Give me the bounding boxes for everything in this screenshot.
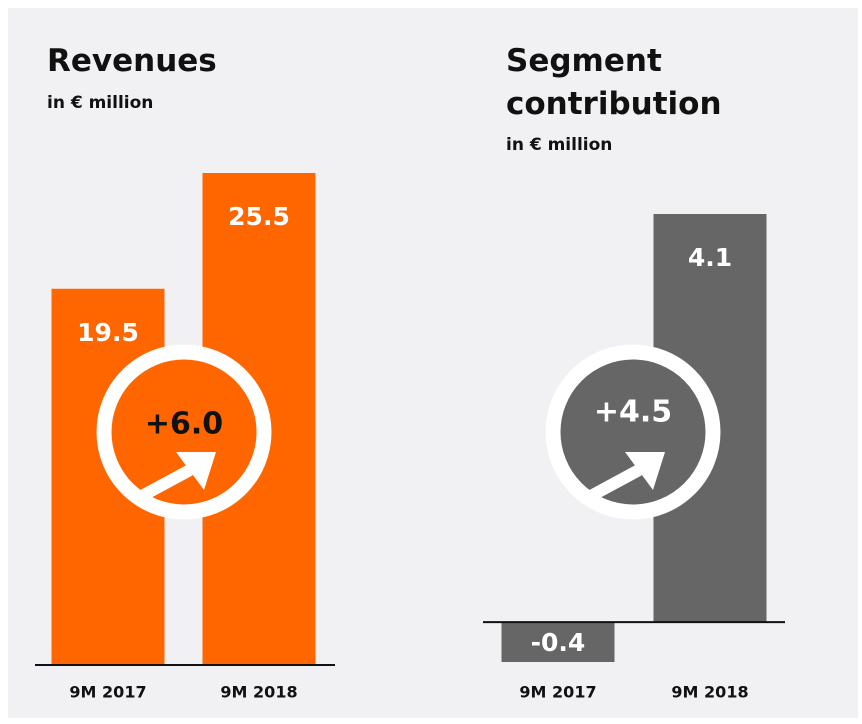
- value-label: -0.4: [531, 628, 586, 657]
- chart-subtitle: in € million: [47, 93, 154, 113]
- x-tick-label: 9M 2017: [69, 683, 146, 702]
- value-label: 25.5: [228, 202, 290, 231]
- value-label: 4.1: [688, 243, 732, 272]
- bar: [501, 622, 615, 662]
- x-tick-label: 9M 2018: [220, 683, 297, 702]
- arrow-head: [176, 452, 216, 490]
- chart-title: Segment contribution: [506, 43, 722, 122]
- change-label: +4.5: [594, 395, 672, 430]
- chart-subtitle: in € million: [506, 135, 613, 155]
- x-tick-label: 9M 2017: [519, 683, 596, 702]
- change-badge: +4.5: [545, 344, 721, 520]
- change-label: +6.0: [145, 407, 223, 442]
- arrow-shaft: [137, 464, 193, 503]
- badge-circle: [545, 344, 721, 520]
- value-label: 19.5: [77, 318, 139, 347]
- badge-circle: [96, 344, 272, 520]
- chart-title: Revenues: [47, 43, 217, 79]
- arrow-head: [625, 452, 665, 490]
- change-badge: +6.0: [96, 344, 272, 520]
- arrow-shaft: [586, 464, 642, 503]
- x-tick-label: 9M 2018: [671, 683, 748, 702]
